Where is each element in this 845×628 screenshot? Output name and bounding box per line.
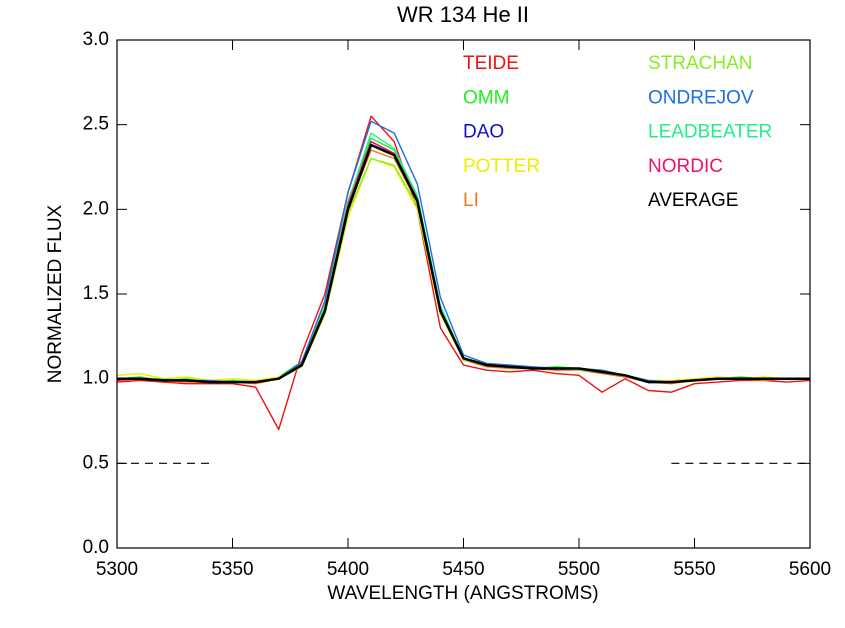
x-axis-label: WAVELENGTH (ANGSTROMS) (327, 583, 598, 604)
y-tick-label: 3.0 (83, 29, 109, 50)
y-tick-label: 0.0 (83, 537, 109, 558)
legend-label: OMM (463, 87, 509, 108)
x-tick-label: 5300 (96, 559, 138, 580)
y-tick-label: 0.5 (83, 452, 109, 473)
chart-title: WR 134 He II (397, 2, 529, 27)
series-line (116, 115, 811, 431)
y-tick-label: 1.0 (83, 368, 109, 389)
x-tick-label: 5350 (211, 559, 253, 580)
y-tick-label: 1.5 (83, 283, 109, 304)
legend-label: LI (463, 190, 479, 211)
legend-label: POTTER (463, 156, 540, 177)
legend-label: NORDIC (648, 156, 723, 177)
y-tick-label: 2.5 (83, 114, 109, 135)
y-axis-label: NORMALIZED FLUX (45, 204, 66, 383)
legend-label: AVERAGE (648, 190, 738, 211)
legend-label: TEIDE (463, 53, 519, 74)
legend-label: ONDREJOV (648, 87, 754, 108)
x-tick-label: 5600 (789, 559, 831, 580)
series-line (117, 143, 810, 384)
x-tick-label: 5500 (558, 559, 600, 580)
plot-frame (116, 39, 811, 549)
legend-label: LEADBEATER (648, 122, 772, 143)
legend-label: DAO (463, 122, 504, 143)
x-tick-label: 5450 (442, 559, 484, 580)
x-tick-label: 5400 (327, 559, 369, 580)
x-tick-label: 5550 (673, 559, 715, 580)
y-tick-label: 2.0 (83, 198, 109, 219)
legend-label: STRACHAN (648, 53, 753, 74)
